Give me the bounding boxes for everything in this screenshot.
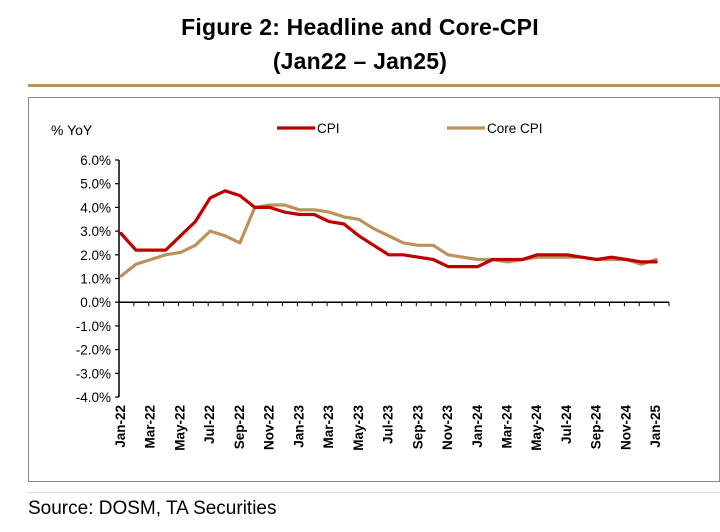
x-tick-label: Jan-22 xyxy=(113,405,128,448)
x-tick-label: Sep-24 xyxy=(589,405,604,450)
figure-subtitle: (Jan22 – Jan25) xyxy=(272,48,448,74)
y-axis-label: % YoY xyxy=(51,122,93,138)
y-tick-label: -3.0% xyxy=(76,366,111,381)
y-tick-label: 5.0% xyxy=(80,177,111,192)
x-axis: Jan-22 Mar-22 May-22 Jul-22 Sep-22 Nov-22 Jan-… xyxy=(113,301,670,451)
chart-frame: % YoY CPI Core CPI 6.0% 5.0% 4.0% 3.0% 2.0% 1.… xyxy=(28,97,720,482)
x-tick-label: May-22 xyxy=(172,405,187,451)
cpi-line-chart: % YoY CPI Core CPI 6.0% 5.0% 4.0% 3.0% 2.0% 1.… xyxy=(51,121,670,451)
x-tick-label: Mar-24 xyxy=(499,405,514,449)
y-tick-label: 3.0% xyxy=(80,224,111,239)
x-tick-label: Nov-24 xyxy=(618,405,633,451)
x-tick-label: May-24 xyxy=(529,405,544,451)
x-tick-label: Jul-23 xyxy=(381,405,396,445)
x-tick-label: Jan-25 xyxy=(648,405,663,448)
series-lines xyxy=(119,189,658,278)
source-note: Source: DOSM, TA Securities xyxy=(28,498,277,519)
x-tick-label: May-23 xyxy=(351,405,366,451)
figure-title: Figure 2: Headline and Core-CPI xyxy=(181,14,539,40)
x-tick-label: Mar-23 xyxy=(321,405,336,449)
x-tick-label: Jan-24 xyxy=(470,405,485,448)
x-tick-label: Sep-23 xyxy=(410,405,425,450)
y-tick-label: 2.0% xyxy=(80,248,111,263)
footer-divider xyxy=(28,492,720,493)
y-tick-label: -4.0% xyxy=(76,390,111,405)
x-tick-label: Jan-23 xyxy=(291,405,306,448)
y-tick-label: 1.0% xyxy=(80,272,111,287)
series-line-cpi xyxy=(119,189,658,269)
y-tick-label: 4.0% xyxy=(80,200,111,215)
y-tick-label: -1.0% xyxy=(76,319,111,334)
y-axis: 6.0% 5.0% 4.0% 3.0% 2.0% 1.0% 0.0% -1.0% -2.0% -3… xyxy=(76,153,120,405)
y-tick-label: -2.0% xyxy=(76,343,111,358)
x-tick-label: Nov-23 xyxy=(440,405,455,451)
x-tick-label: Jul-22 xyxy=(202,405,217,444)
y-tick-label: 0.0% xyxy=(80,295,111,310)
x-tick-label: Sep-22 xyxy=(232,405,247,449)
legend-label: CPI xyxy=(317,121,340,136)
x-tick-label: Nov-22 xyxy=(262,405,277,450)
title-divider xyxy=(28,84,720,87)
x-tick-label: Jul-24 xyxy=(559,405,574,445)
y-tick-label: 6.0% xyxy=(80,153,111,168)
series-line-core-cpi xyxy=(119,203,658,278)
x-tick-label: Mar-22 xyxy=(143,405,158,449)
chart-legend: CPI Core CPI xyxy=(277,121,543,136)
legend-label: Core CPI xyxy=(487,121,543,136)
